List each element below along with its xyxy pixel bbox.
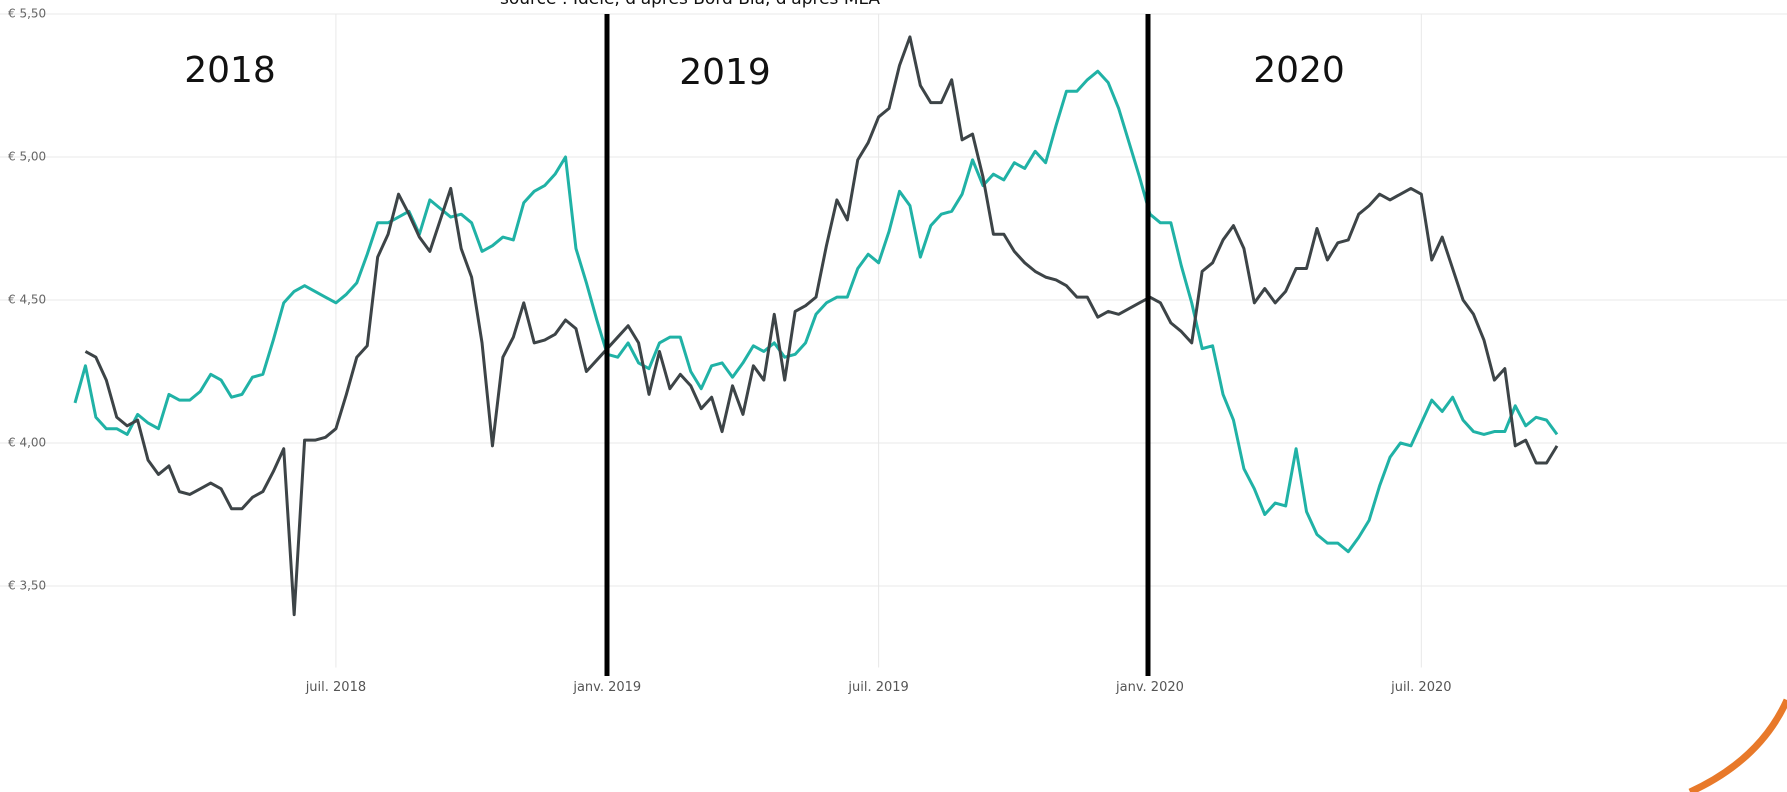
source-note: source : Idele, d'après Bord Bia, d'aprè…: [500, 0, 880, 9]
x-tick-label: juil. 2020: [1390, 680, 1451, 695]
y-tick-label: € 5,50: [8, 7, 46, 21]
year-label: 2020: [1253, 50, 1345, 91]
year-label: 2019: [679, 52, 771, 93]
year-label: 2018: [184, 50, 276, 91]
x-tick-label: juil. 2019: [847, 680, 908, 695]
series-line: [84, 35, 1559, 617]
x-tick-label: janv. 2019: [572, 680, 641, 695]
x-tick-label: janv. 2020: [1115, 680, 1184, 695]
y-tick-label: € 5,00: [8, 150, 46, 164]
series-line: [73, 69, 1559, 554]
y-tick-label: € 4,00: [8, 436, 46, 450]
decoration: [1688, 698, 1787, 792]
y-tick-label: € 3,50: [8, 579, 46, 593]
line-layer: [73, 35, 1559, 617]
x-tick-label: juil. 2018: [305, 680, 366, 695]
grid-layer: [0, 13, 1787, 668]
y-tick-label: € 4,50: [8, 293, 46, 307]
